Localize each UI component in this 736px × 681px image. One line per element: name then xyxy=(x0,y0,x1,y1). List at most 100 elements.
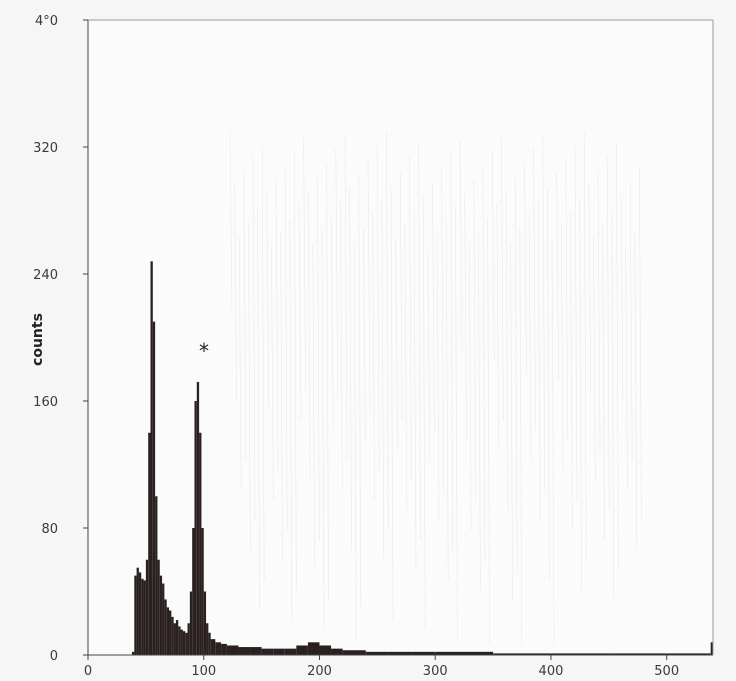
texture-streak xyxy=(271,246,274,501)
y-tick-label: 4°0 xyxy=(35,14,58,29)
histogram-bar xyxy=(148,432,151,655)
y-axis-label: counts xyxy=(30,313,46,366)
texture-streak xyxy=(427,248,431,461)
texture-streak xyxy=(298,204,302,421)
texture-streak xyxy=(257,207,260,611)
histogram-bar xyxy=(185,632,188,655)
histogram-bar xyxy=(250,647,262,655)
histogram-bar xyxy=(192,528,195,655)
texture-streak xyxy=(551,239,555,646)
texture-streak xyxy=(542,133,546,491)
histogram-bar xyxy=(164,599,167,655)
x-tick-label: 100 xyxy=(191,664,216,679)
histogram-bar xyxy=(215,642,222,655)
texture-streak xyxy=(340,201,343,491)
texture-streak xyxy=(639,166,642,521)
texture-streak xyxy=(372,212,375,501)
histogram-bar xyxy=(178,626,181,655)
texture-streak xyxy=(606,155,610,511)
texture-streak xyxy=(496,203,500,451)
texture-streak xyxy=(464,192,467,441)
histogram-bar xyxy=(194,401,197,655)
histogram-bar xyxy=(173,623,176,655)
histogram-bar xyxy=(187,623,190,655)
texture-streak xyxy=(248,221,251,551)
histogram-bar xyxy=(550,653,609,655)
histogram-bar xyxy=(331,648,343,655)
axes-group xyxy=(87,19,714,656)
texture-streak xyxy=(597,169,601,451)
texture-streak xyxy=(620,194,624,401)
texture-streak xyxy=(574,144,578,501)
y-tick-label: 160 xyxy=(33,395,58,410)
texture-streak xyxy=(238,235,242,491)
texture-streak xyxy=(579,197,582,591)
texture-streak xyxy=(611,208,615,601)
histogram-bar xyxy=(157,559,160,655)
texture-streak xyxy=(409,156,412,481)
histogram-bar xyxy=(388,651,413,655)
x-ticks-group: 0 100 200 300 400 500 xyxy=(84,655,679,679)
texture-streak xyxy=(413,209,417,571)
texture-streak xyxy=(353,240,357,641)
histogram-bar xyxy=(199,432,202,655)
histogram-bar xyxy=(342,650,366,655)
histogram-bar xyxy=(493,653,551,655)
texture-streak xyxy=(505,189,509,511)
texture-streak xyxy=(358,173,362,611)
histogram-bar xyxy=(365,651,389,655)
texture-streak xyxy=(519,228,523,646)
texture-streak xyxy=(570,211,573,531)
bars-group xyxy=(131,261,713,656)
texture-streak xyxy=(294,151,297,591)
histogram-bar xyxy=(175,620,179,655)
texture-streak xyxy=(556,172,559,381)
y-ticks-group: 0 80 160 240 320 4°0 xyxy=(33,14,88,664)
texture-streak xyxy=(261,140,265,581)
texture-streak xyxy=(468,245,472,531)
histogram-bar xyxy=(201,528,204,655)
texture-streak xyxy=(473,178,477,501)
histogram-bar xyxy=(182,631,186,655)
histogram-bar xyxy=(134,575,137,656)
texture-streak xyxy=(275,179,279,471)
histogram-bar xyxy=(203,591,207,655)
texture-streak xyxy=(376,145,380,471)
texture-streak xyxy=(289,218,293,621)
texture-streak xyxy=(547,186,550,581)
histogram-bar xyxy=(435,651,494,655)
histogram-bar xyxy=(226,645,239,655)
texture-streak xyxy=(252,154,256,521)
histogram-bar xyxy=(155,496,158,655)
texture-streak xyxy=(422,195,426,631)
histogram-bar xyxy=(138,572,142,655)
histogram-bar xyxy=(143,580,146,655)
texture-streak xyxy=(514,175,518,571)
texture-streak xyxy=(321,229,325,631)
histogram-bar xyxy=(131,651,135,655)
texture-streak xyxy=(441,167,444,491)
texture-streak xyxy=(450,153,454,551)
histogram-bar xyxy=(136,567,139,655)
texture-streak xyxy=(528,214,532,461)
y-tick-label: 80 xyxy=(41,522,58,537)
y-tick-label: 320 xyxy=(33,141,58,156)
annotations-group: * xyxy=(199,339,209,363)
texture-streak xyxy=(280,232,283,561)
texture-streak xyxy=(445,220,449,581)
texture-streak xyxy=(616,141,619,571)
texture-streak xyxy=(234,182,237,401)
histogram-bar xyxy=(307,642,320,655)
texture-streak xyxy=(404,223,408,511)
histogram-bar xyxy=(180,629,183,655)
texture-streak xyxy=(363,226,366,441)
texture-streak xyxy=(367,159,371,411)
y-tick-label: 0 xyxy=(50,649,58,664)
histogram-bar xyxy=(169,610,172,655)
x-tick-label: 500 xyxy=(654,664,679,679)
background-texture xyxy=(229,129,642,646)
x-tick-label: 400 xyxy=(539,664,564,679)
texture-streak xyxy=(303,137,306,391)
histogram-bar xyxy=(319,645,332,655)
